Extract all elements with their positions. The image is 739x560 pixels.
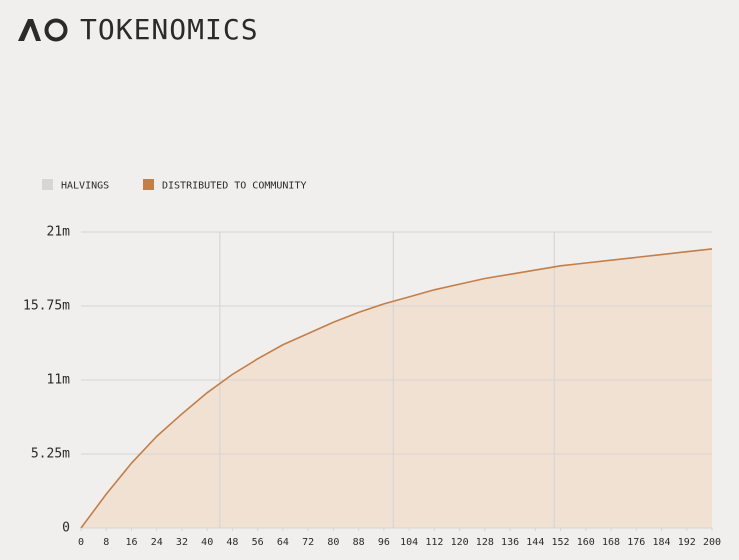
x-tick-label: 16 [125,537,137,548]
x-tick-label: 184 [652,537,670,548]
x-tick-label: 8 [103,537,109,548]
y-tick-label: 0 [62,521,70,536]
x-tick-label: 72 [302,537,314,548]
legend-swatch [42,179,53,190]
x-tick-label: 160 [577,537,595,548]
y-tick-label: 21m [47,225,71,240]
x-tick-label: 0 [78,537,84,548]
x-tick-label: 40 [201,537,213,548]
x-tick-label: 32 [176,537,188,548]
x-tick-label: 64 [277,537,289,548]
x-tick-label: 136 [501,537,519,548]
x-tick-label: 152 [552,537,570,548]
x-tick-label: 80 [327,537,339,548]
y-tick-label: 5.25m [31,447,70,462]
chart-title: TOKENOMICS [80,13,259,46]
x-tick-label: 88 [353,537,365,548]
logo [18,18,68,42]
x-tick-label: 192 [678,537,696,548]
area-line [80,248,713,529]
x-tick-label: 128 [476,537,494,548]
x-tick-label: 96 [378,537,390,548]
x-tick-label: 200 [703,537,721,548]
legend-swatch [143,179,154,190]
x-tick-label: 120 [451,537,469,548]
x-tick-label: 168 [602,537,620,548]
x-tick-label: 112 [425,537,443,548]
x-tick-label: 56 [252,537,264,548]
x-tick-label: 144 [526,537,544,548]
legend-label: DISTRIBUTED TO COMMUNITY [162,181,307,192]
y-tick-label: 15.75m [23,299,70,314]
y-tick-label: 11m [47,373,71,388]
x-tick-label: 104 [400,537,418,548]
x-tick-label: 48 [226,537,238,548]
legend-label: HALVINGS [61,181,109,192]
x-tick-label: 24 [151,537,163,548]
x-tick-label: 176 [627,537,645,548]
